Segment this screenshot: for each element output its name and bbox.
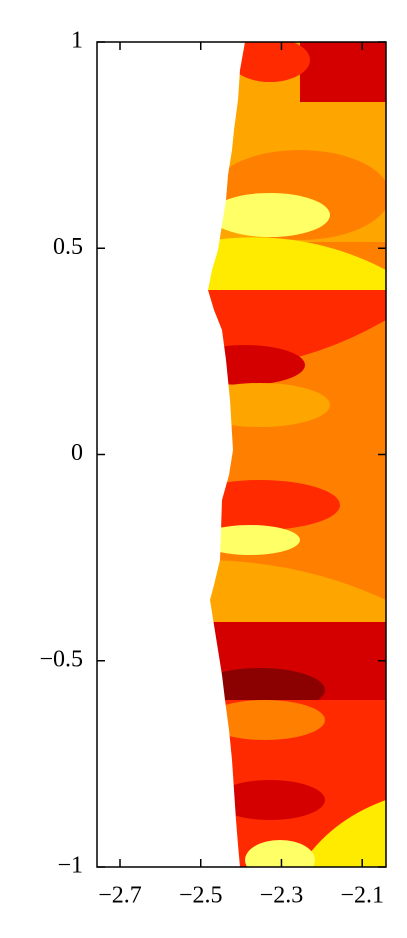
x-tick-label: −2.5 [179, 883, 223, 909]
y-tick-label: 0.5 [53, 234, 83, 260]
x-tick-label: −2.7 [98, 883, 142, 909]
x-tick-label: −2.1 [340, 883, 384, 909]
fractal-image [97, 42, 386, 867]
x-tick-label: −2.3 [260, 883, 304, 909]
y-tick-label: 1 [71, 28, 83, 54]
y-tick-label: 0 [71, 440, 83, 466]
y-tick-label: −1 [57, 853, 83, 879]
y-tick-label: −0.5 [39, 646, 83, 672]
